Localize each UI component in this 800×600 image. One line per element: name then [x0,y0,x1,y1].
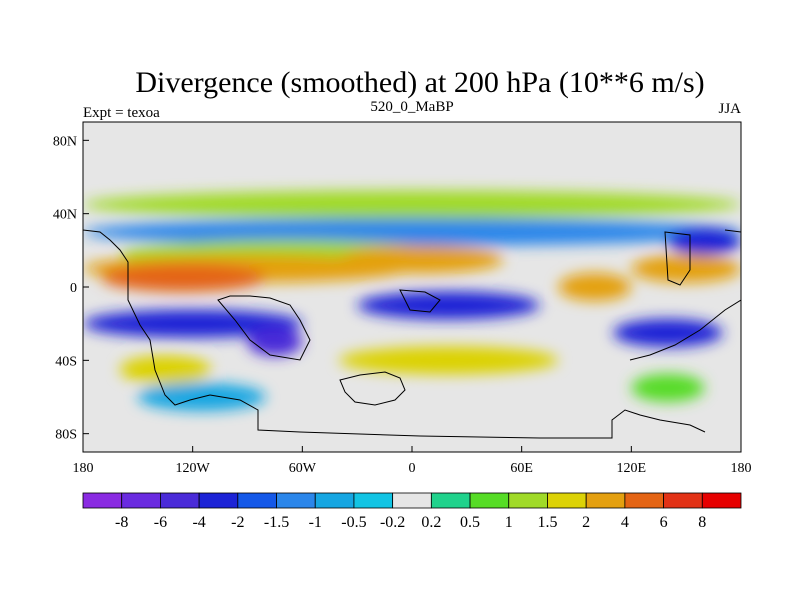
colorbar-label-10: 1 [505,514,513,531]
colorbar-box-2 [160,492,200,509]
coastline-africa-north [399,289,441,313]
colorbar-label-5: -1 [309,514,322,531]
y-tick-label-1: 40N [53,208,77,223]
colorbar-label-6: -0.5 [341,514,366,531]
field-band-8 [247,328,303,356]
coastline-south-america [217,295,311,361]
x-tick-label-4: 60E [510,461,533,476]
colorbar-box-6 [314,492,355,509]
field-band-15 [613,318,723,347]
coastline-northeast [724,229,741,233]
colorbar-label-3: -2 [231,514,244,531]
colorbar-box-1 [121,492,161,509]
field-band-7 [83,309,303,338]
colorbar-label-9: 0.5 [460,514,480,531]
colorbar-label-8: 0.2 [421,514,441,531]
field-band-13 [631,254,741,283]
field-band-4 [101,263,266,292]
colorbar-box-13 [585,492,626,509]
field-band-1 [83,218,741,246]
colorbar-label-7: -0.2 [380,514,405,531]
colorbar-box-15 [663,492,703,509]
season-label: JJA [718,101,741,117]
y-axis: 80N 40N 0 40S 80S [53,134,89,443]
colorbar-box-8 [392,492,432,509]
coastline-africa-south [339,371,406,406]
colorbar-box-16 [701,492,742,509]
field-band-10 [338,346,559,375]
x-tick-label-1: 120W [176,461,211,476]
colorbar-label-1: -6 [154,514,167,531]
colorbar-box-7 [353,492,394,509]
map-area [82,121,742,453]
colorbar-box-10 [469,492,510,509]
x-tick-label-2: 60W [289,461,317,476]
field-band-5 [338,245,504,274]
field-band-9 [119,355,211,384]
coastline-east-asia [664,231,691,286]
colorbar-box-0 [82,492,123,509]
colorbar-box-5 [276,492,316,509]
field-band-0 [83,190,741,219]
coastlines [83,229,741,439]
field-band-16 [631,373,705,402]
x-axis: 180 120W 60W 0 60E 120E 180 [73,446,752,476]
x-tick-label-0: 180 [73,461,94,476]
y-tick-label-4: 80S [55,428,77,443]
field-band-12 [558,273,632,301]
colorbar-label-14: 6 [660,514,668,531]
colorbar-box-14 [624,492,664,509]
colorbar-label-15: 8 [698,514,706,531]
colorbar-box-11 [508,492,548,509]
y-tick-label-3: 40S [55,354,77,369]
coastline-south [209,394,706,439]
colorbar-label-0: -8 [115,514,128,531]
colorbar-box-12 [547,492,587,509]
y-tick-label-0: 80N [53,134,77,149]
chart-title: Divergence (smoothed) at 200 hPa (10**6 … [135,66,704,99]
colorbar-box-9 [430,492,471,509]
colorbar-label-12: 2 [582,514,590,531]
colorbar: -8 -6 -4 -2 -1.5 -1 -0.5 -0.2 0.2 0.5 1 1.5 2 4 6 8 [82,492,742,531]
colorbar-label-11: 1.5 [537,514,557,531]
period-label: 520_0_MaBP [370,99,453,115]
divergence-field [83,190,741,411]
x-tick-label-6: 180 [731,461,752,476]
field-band-14 [667,227,741,256]
colorbar-label-4: -1.5 [264,514,289,531]
coastline-australia [629,299,741,361]
colorbar-label-13: 4 [621,514,629,531]
colorbar-label-2: -4 [192,514,205,531]
colorbar-box-3 [198,492,239,509]
y-tick-label-2: 0 [70,281,77,296]
x-tick-label-5: 120E [617,461,647,476]
coastline-americas-west [83,229,211,406]
x-tick-label-3: 0 [409,461,416,476]
experiment-label: Expt = texoa [83,105,160,121]
colorbar-box-4 [237,492,277,509]
field-band-6 [357,291,540,320]
